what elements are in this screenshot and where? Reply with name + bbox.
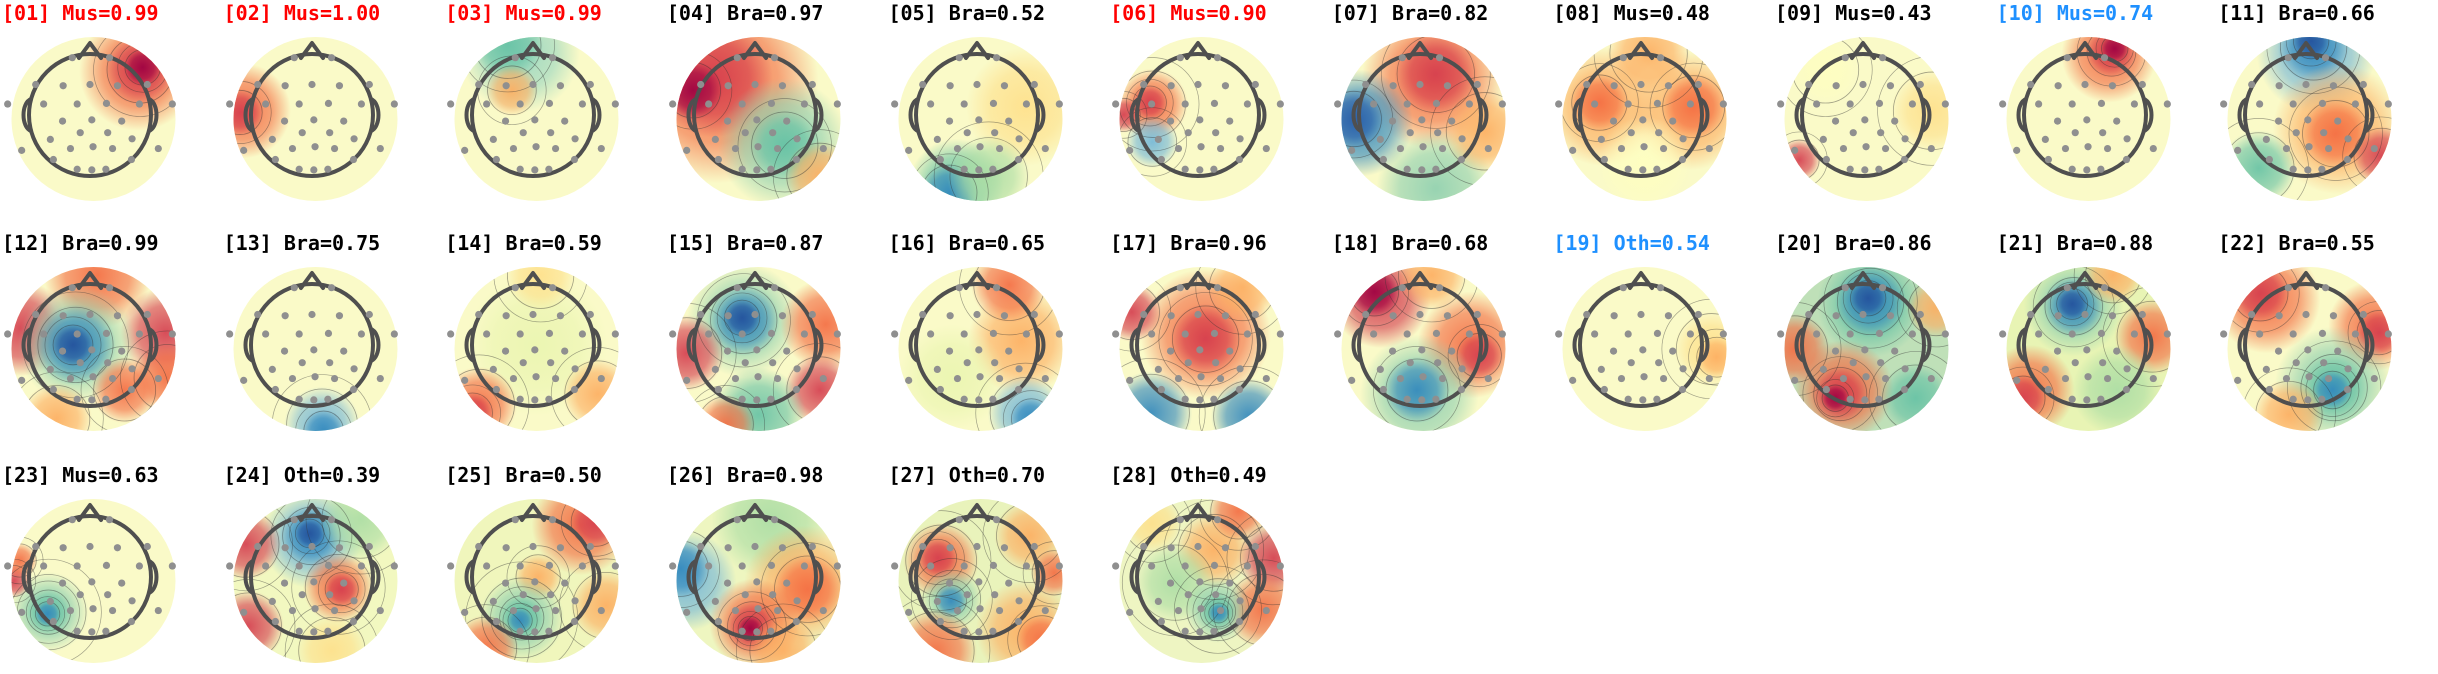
topomap-row-3: [23] Mus=0.63 [24] Oth=0.39 [25] Bra=0.50 [… <box>0 462 2438 674</box>
topomap <box>4 499 176 663</box>
component-title: [22] Bra=0.55 <box>2218 231 2375 255</box>
topomap <box>1333 267 1506 431</box>
component-title: [24] Oth=0.39 <box>223 463 381 487</box>
component-cell-14: [14] Bra=0.59 <box>443 230 665 442</box>
component-title: [09] Mus=0.43 <box>1775 1 1932 25</box>
topomap <box>1555 37 1728 201</box>
component-title: [28] Oth=0.49 <box>1110 463 1267 487</box>
component-title: [11] Bra=0.66 <box>2218 1 2375 25</box>
topomap <box>2220 37 2393 201</box>
component-title: [21] Bra=0.88 <box>1996 231 2154 255</box>
component-cell-10: [10] Mus=0.74 <box>1995 0 2217 212</box>
component-cell-06: [06] Mus=0.90 <box>1108 0 1330 212</box>
topomap <box>1112 267 1285 431</box>
component-cell-23: [23] Mus=0.63 <box>0 462 222 674</box>
component-cell-11: [11] Bra=0.66 <box>2216 0 2438 212</box>
topomap <box>1333 37 1506 201</box>
topomap <box>447 267 620 431</box>
component-title: [27] Oth=0.70 <box>888 463 1046 487</box>
component-title: [25] Bra=0.50 <box>445 463 602 487</box>
component-cell-13: [13] Bra=0.75 <box>222 230 444 442</box>
component-cell-24: [24] Oth=0.39 <box>222 462 444 674</box>
topomap-row-2: [12] Bra=0.99 [13] Bra=0.75 [14] Bra=0.59 [… <box>0 230 2438 442</box>
topomap <box>890 37 1063 201</box>
topomap <box>225 37 398 201</box>
component-title: [04] Bra=0.97 <box>666 1 824 25</box>
component-cell-02: [02] Mus=1.00 <box>222 0 444 212</box>
topomap <box>668 499 841 663</box>
component-title: [16] Bra=0.65 <box>888 231 1046 255</box>
component-cell-25: [25] Bra=0.50 <box>443 462 665 674</box>
topomap-row-1: [01] Mus=0.99 [02] Mus=1.00 [03] Mus=0.99 [… <box>0 0 2438 212</box>
component-cell-12: [12] Bra=0.99 <box>0 230 222 442</box>
component-cell-18: [18] Bra=0.68 <box>1330 230 1552 442</box>
component-cell-09: [09] Mus=0.43 <box>1773 0 1995 212</box>
component-title: [17] Bra=0.96 <box>1110 231 1267 255</box>
component-title: [03] Mus=0.99 <box>445 1 602 25</box>
component-cell-26: [26] Bra=0.98 <box>665 462 887 674</box>
component-cell-21: [21] Bra=0.88 <box>1995 230 2217 442</box>
topomap <box>1998 37 2171 201</box>
component-cell-07: [07] Bra=0.82 <box>1330 0 1552 212</box>
component-cell-01: [01] Mus=0.99 <box>0 0 222 212</box>
topomap <box>890 267 1063 431</box>
component-title: [26] Bra=0.98 <box>666 463 824 487</box>
component-title: [23] Mus=0.63 <box>2 463 159 487</box>
topomap <box>1112 499 1285 663</box>
component-title: [12] Bra=0.99 <box>2 231 159 255</box>
topomap <box>4 267 176 431</box>
component-cell-28: [28] Oth=0.49 <box>1108 462 1330 674</box>
component-cell-08: [08] Mus=0.48 <box>1551 0 1773 212</box>
topomap <box>668 267 841 431</box>
component-title: [13] Bra=0.75 <box>223 231 381 255</box>
topomap <box>447 37 620 201</box>
component-title: [07] Bra=0.82 <box>1331 1 1489 25</box>
component-title: [15] Bra=0.87 <box>666 231 824 255</box>
component-cell-19: [19] Oth=0.54 <box>1551 230 1773 442</box>
topomap <box>225 499 398 663</box>
component-title: [20] Bra=0.86 <box>1775 231 1932 255</box>
topomap <box>1777 37 1949 201</box>
topomap <box>890 499 1063 663</box>
component-title: [01] Mus=0.99 <box>2 1 159 25</box>
topomap <box>1112 37 1285 201</box>
topomap <box>2220 267 2393 431</box>
component-title: [02] Mus=1.00 <box>223 1 381 25</box>
component-cell-17: [17] Bra=0.96 <box>1108 230 1330 442</box>
component-title: [05] Bra=0.52 <box>888 1 1046 25</box>
component-title: [06] Mus=0.90 <box>1110 1 1267 25</box>
component-cell-20: [20] Bra=0.86 <box>1773 230 1995 442</box>
component-cell-16: [16] Bra=0.65 <box>887 230 1109 442</box>
component-title: [14] Bra=0.59 <box>445 231 602 255</box>
component-title: [19] Oth=0.54 <box>1553 231 1710 255</box>
topomap <box>1555 267 1728 431</box>
topomap <box>4 37 176 201</box>
component-cell-15: [15] Bra=0.87 <box>665 230 887 442</box>
topomap <box>1998 267 2171 431</box>
topomap <box>225 267 398 431</box>
topomap <box>447 499 620 663</box>
component-title: [10] Mus=0.74 <box>1996 1 2154 25</box>
component-title: [08] Mus=0.48 <box>1553 1 1710 25</box>
topomap <box>668 37 841 201</box>
component-cell-22: [22] Bra=0.55 <box>2216 230 2438 442</box>
component-cell-03: [03] Mus=0.99 <box>443 0 665 212</box>
component-cell-27: [27] Oth=0.70 <box>887 462 1109 674</box>
topomap <box>1777 267 1949 431</box>
component-title: [18] Bra=0.68 <box>1331 231 1489 255</box>
component-cell-05: [05] Bra=0.52 <box>887 0 1109 212</box>
component-cell-04: [04] Bra=0.97 <box>665 0 887 212</box>
